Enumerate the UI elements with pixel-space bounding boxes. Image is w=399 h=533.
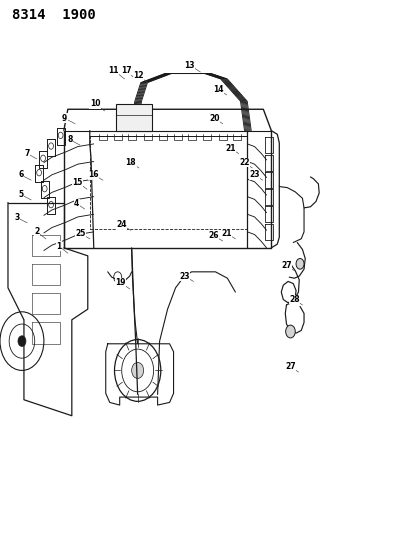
Text: 14: 14 bbox=[213, 85, 224, 94]
Text: 27: 27 bbox=[281, 261, 292, 270]
Text: 13: 13 bbox=[184, 61, 195, 69]
Text: 17: 17 bbox=[122, 66, 132, 75]
Text: 28: 28 bbox=[289, 295, 300, 304]
Text: 26: 26 bbox=[208, 231, 219, 240]
Text: 21: 21 bbox=[225, 144, 236, 152]
Text: 6: 6 bbox=[18, 171, 24, 179]
Text: 19: 19 bbox=[115, 278, 126, 287]
Text: 7: 7 bbox=[24, 149, 30, 158]
Bar bbox=[90, 136, 247, 229]
Text: 2: 2 bbox=[34, 228, 40, 236]
Bar bbox=[116, 104, 152, 131]
Text: 3: 3 bbox=[14, 213, 20, 222]
Text: 4: 4 bbox=[74, 199, 79, 208]
Text: 8: 8 bbox=[67, 135, 73, 144]
Text: 20: 20 bbox=[209, 114, 220, 123]
Circle shape bbox=[18, 336, 26, 346]
Circle shape bbox=[286, 325, 295, 338]
Circle shape bbox=[296, 259, 304, 269]
Text: 22: 22 bbox=[239, 158, 249, 167]
Text: 18: 18 bbox=[126, 158, 136, 167]
Text: 16: 16 bbox=[89, 171, 99, 179]
Text: 27: 27 bbox=[285, 362, 296, 371]
Text: 25: 25 bbox=[75, 229, 86, 238]
Text: 8314  1900: 8314 1900 bbox=[12, 8, 96, 22]
Text: 10: 10 bbox=[90, 100, 100, 108]
Text: 5: 5 bbox=[18, 190, 23, 199]
Circle shape bbox=[132, 362, 144, 378]
Text: 23: 23 bbox=[249, 171, 260, 179]
Text: 15: 15 bbox=[73, 178, 83, 187]
Text: 21: 21 bbox=[221, 229, 232, 238]
Text: 12: 12 bbox=[134, 71, 144, 80]
Text: 23: 23 bbox=[179, 272, 190, 280]
Text: 24: 24 bbox=[117, 221, 127, 229]
Text: 9: 9 bbox=[62, 114, 67, 123]
Text: 1: 1 bbox=[56, 242, 62, 251]
Text: 11: 11 bbox=[109, 66, 119, 75]
